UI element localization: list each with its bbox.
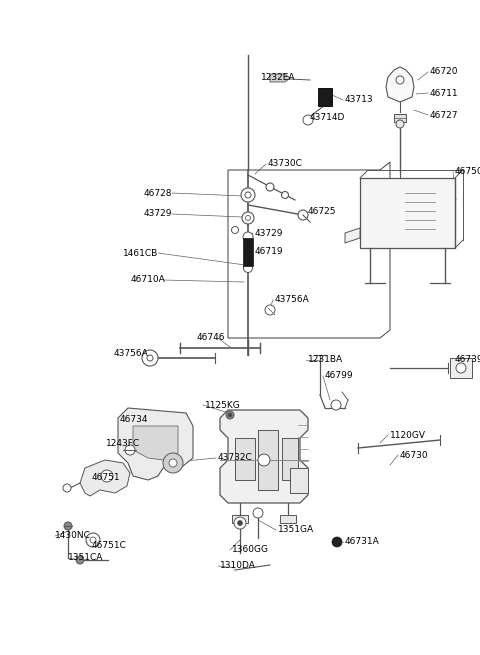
- Circle shape: [63, 484, 71, 492]
- Polygon shape: [270, 74, 290, 82]
- Bar: [450, 358, 472, 378]
- Polygon shape: [386, 67, 414, 102]
- Circle shape: [231, 227, 239, 233]
- Text: 43729: 43729: [255, 229, 284, 238]
- Circle shape: [332, 537, 342, 547]
- Circle shape: [238, 521, 242, 525]
- Text: 46720: 46720: [430, 67, 458, 77]
- Polygon shape: [133, 426, 178, 460]
- Circle shape: [226, 411, 234, 419]
- Circle shape: [245, 192, 251, 198]
- Text: 1231BA: 1231BA: [308, 356, 343, 364]
- Text: 43756A: 43756A: [275, 295, 310, 305]
- Circle shape: [86, 533, 100, 547]
- Circle shape: [147, 355, 153, 361]
- Circle shape: [396, 76, 404, 84]
- Text: 1430NC: 1430NC: [55, 531, 91, 540]
- Text: 43713: 43713: [345, 96, 373, 105]
- Bar: [232, 515, 248, 523]
- Circle shape: [266, 183, 274, 191]
- Text: 46730: 46730: [400, 451, 429, 460]
- Circle shape: [265, 305, 275, 315]
- Text: 1360GG: 1360GG: [232, 546, 269, 555]
- Text: 46711: 46711: [430, 88, 458, 98]
- Text: 46746: 46746: [197, 333, 226, 343]
- Circle shape: [245, 215, 251, 221]
- Circle shape: [90, 537, 96, 543]
- Text: 46719: 46719: [255, 248, 284, 257]
- Text: 43756A: 43756A: [113, 350, 148, 358]
- Circle shape: [64, 522, 72, 530]
- Bar: [360, 178, 455, 248]
- Text: 1232EA: 1232EA: [261, 73, 295, 83]
- Circle shape: [163, 453, 183, 473]
- Polygon shape: [220, 410, 308, 503]
- Circle shape: [169, 459, 177, 467]
- Polygon shape: [118, 408, 193, 480]
- Text: 1310DA: 1310DA: [220, 561, 256, 571]
- Text: 46727: 46727: [430, 111, 458, 119]
- Text: 46725: 46725: [308, 208, 336, 217]
- Polygon shape: [282, 438, 298, 480]
- Text: 1125KG: 1125KG: [205, 400, 241, 409]
- Bar: [243, 238, 253, 266]
- Circle shape: [303, 115, 313, 125]
- Circle shape: [101, 470, 113, 482]
- Circle shape: [456, 363, 466, 373]
- Text: 46751C: 46751C: [92, 540, 127, 550]
- Text: 1351CA: 1351CA: [68, 553, 103, 563]
- Polygon shape: [80, 460, 130, 496]
- Polygon shape: [235, 438, 255, 480]
- Text: 46710A: 46710A: [130, 276, 165, 284]
- Text: 1243FC: 1243FC: [106, 438, 140, 447]
- Circle shape: [281, 191, 288, 198]
- Circle shape: [241, 188, 255, 202]
- Text: 1461CB: 1461CB: [123, 248, 158, 257]
- Text: 43714D: 43714D: [310, 113, 346, 122]
- Circle shape: [243, 263, 252, 272]
- Text: 43732C: 43732C: [218, 453, 253, 462]
- Circle shape: [234, 517, 246, 529]
- Text: 46731A: 46731A: [345, 538, 380, 546]
- Circle shape: [142, 350, 158, 366]
- Text: 46739B: 46739B: [455, 356, 480, 364]
- Circle shape: [298, 210, 308, 220]
- Text: 43730C: 43730C: [268, 160, 303, 168]
- Circle shape: [258, 454, 270, 466]
- Text: 46728: 46728: [144, 189, 172, 198]
- Text: 1120GV: 1120GV: [390, 430, 426, 440]
- Circle shape: [396, 120, 404, 128]
- Text: 46734: 46734: [120, 415, 148, 424]
- Polygon shape: [345, 228, 360, 243]
- Ellipse shape: [382, 191, 402, 236]
- Circle shape: [242, 212, 254, 224]
- Text: 46751: 46751: [91, 474, 120, 483]
- Circle shape: [76, 556, 84, 564]
- Bar: [280, 515, 296, 523]
- Bar: [394, 114, 406, 122]
- Text: 43729: 43729: [144, 210, 172, 219]
- Circle shape: [243, 232, 253, 242]
- Polygon shape: [258, 430, 278, 490]
- Bar: [290, 468, 308, 493]
- Circle shape: [331, 400, 341, 410]
- Bar: [318, 88, 332, 106]
- Circle shape: [125, 445, 135, 455]
- Circle shape: [253, 508, 263, 518]
- Text: 46750: 46750: [455, 168, 480, 176]
- Text: 1351GA: 1351GA: [278, 525, 314, 534]
- Circle shape: [228, 413, 232, 417]
- Text: 46799: 46799: [325, 371, 354, 381]
